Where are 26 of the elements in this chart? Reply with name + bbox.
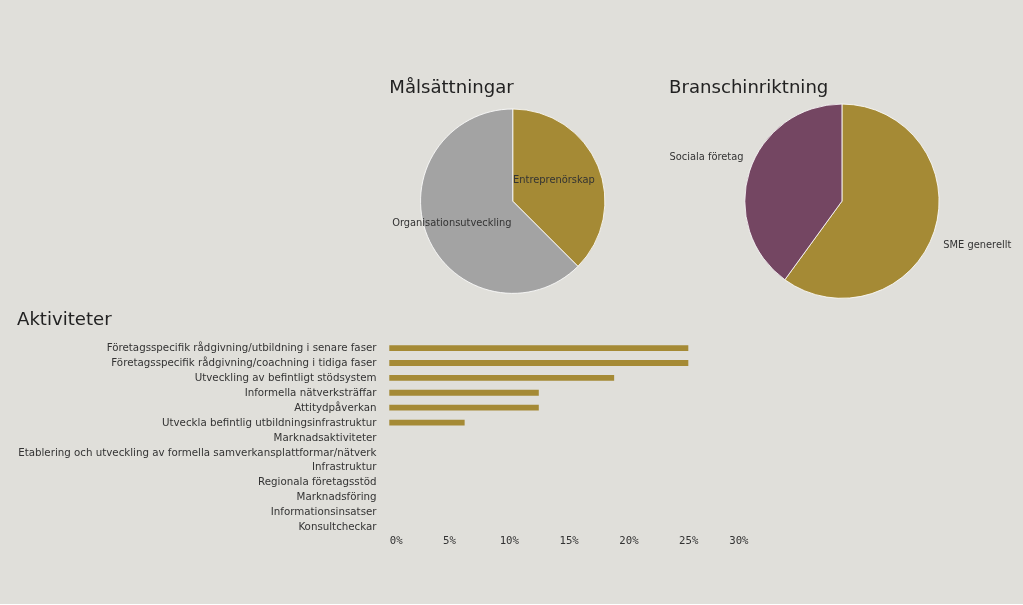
slice-label: Sociala företag bbox=[669, 151, 744, 163]
y-tick-label: Marknadsaktiviteter bbox=[273, 430, 378, 443]
x-tick-label: 5% bbox=[443, 534, 457, 548]
y-tick-label: Företagsspecifik rådgivning/utbildning i senare faser bbox=[106, 341, 378, 354]
y-tick-label: Konsultcheckar bbox=[298, 519, 378, 532]
text: Aktiviteter bbox=[17, 308, 113, 330]
x-tick-label: 10% bbox=[499, 534, 520, 548]
y-tick-label: Utveckla befintlig utbildningsinfrastruktur bbox=[162, 415, 378, 428]
y-tick-label: Utveckling av befintligt stödsystem bbox=[194, 371, 377, 384]
slice-label: Entreprenörskap bbox=[513, 174, 595, 186]
x-tick-label: 15% bbox=[559, 534, 580, 548]
y-tick-label: Etablering och utveckling av formella samverkansplattformar/nätverk bbox=[18, 445, 377, 458]
x-tick-label: 0% bbox=[389, 534, 404, 548]
x-tick-label: 25% bbox=[679, 534, 699, 548]
y-tick-label: Informella nätverksträffar bbox=[244, 386, 378, 399]
x-tick-label: 20% bbox=[619, 534, 640, 548]
chart-title: Målsättningar bbox=[389, 75, 515, 97]
chart-title: Branschinriktning bbox=[669, 75, 829, 97]
x-tick-label: 30% bbox=[729, 534, 750, 548]
y-tick-label: Företagsspecifik rådgivning/coachning i tidiga faser bbox=[111, 356, 378, 369]
slice-label: SME generellt bbox=[943, 239, 1012, 251]
y-tick-label: Regionala företagsstöd bbox=[258, 475, 377, 488]
y-tick-label: Attitydpåverkan bbox=[294, 400, 377, 413]
y-tick-label: Marknadsföring bbox=[296, 490, 377, 503]
y-tick-label: Infrastruktur bbox=[312, 460, 378, 473]
y-tick-label: Informationsinsatser bbox=[270, 505, 378, 518]
